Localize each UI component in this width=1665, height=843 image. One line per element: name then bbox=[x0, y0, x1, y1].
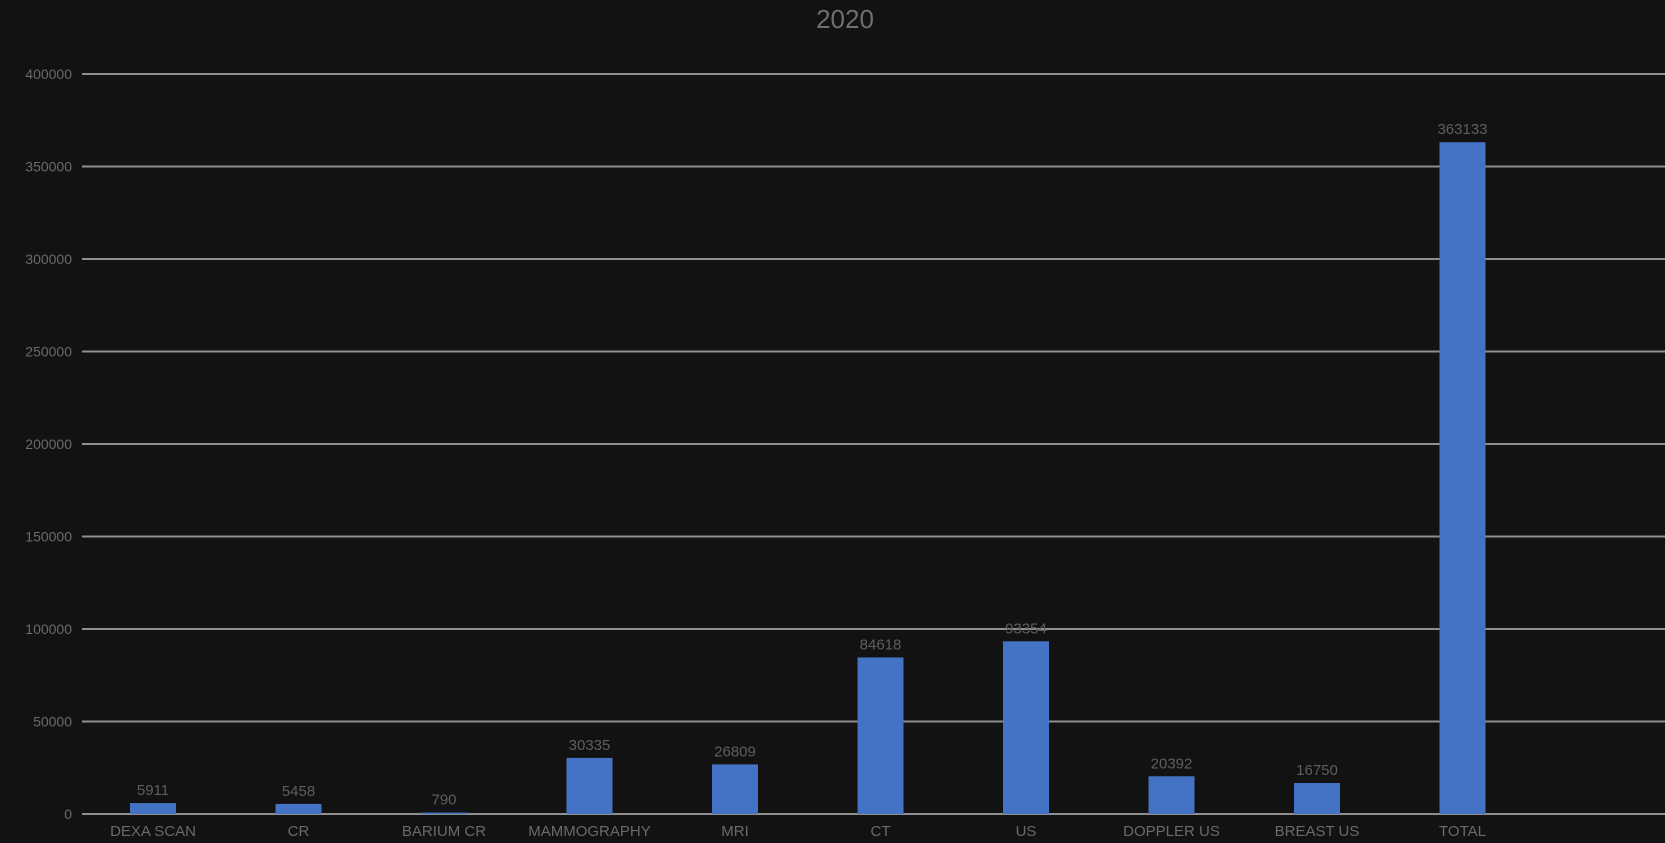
data-label: 16750 bbox=[1296, 762, 1338, 779]
x-category-label: MAMMOGRAPHY bbox=[528, 823, 651, 840]
data-label: 790 bbox=[431, 792, 456, 809]
data-label: 5458 bbox=[282, 783, 315, 800]
y-axis-ticks: 0 50000 100000 150000 200000 250000 300000 3500… bbox=[25, 66, 72, 822]
y-tick-label: 200000 bbox=[25, 436, 72, 452]
bar bbox=[1148, 776, 1195, 814]
data-label: 363133 bbox=[1437, 121, 1487, 138]
x-category-label: MRI bbox=[721, 823, 749, 840]
data-label: 20392 bbox=[1151, 755, 1193, 772]
x-axis-categories: DEXA SCAN CR BARIUM CR MAMMOGRAPHY MRI CT US DO… bbox=[110, 823, 1486, 840]
y-tick-label: 150000 bbox=[25, 529, 72, 545]
y-tick-label: 0 bbox=[64, 806, 72, 822]
data-label: 26809 bbox=[714, 743, 756, 760]
x-category-label: DOPPLER US bbox=[1123, 823, 1220, 840]
bar bbox=[130, 803, 176, 814]
y-tick-label: 350000 bbox=[25, 159, 72, 175]
bar bbox=[1439, 142, 1486, 814]
y-tick-label: 400000 bbox=[25, 66, 72, 82]
x-category-label: CT bbox=[871, 823, 891, 840]
y-tick-label: 300000 bbox=[25, 251, 72, 267]
y-tick-label: 250000 bbox=[25, 344, 72, 360]
bar bbox=[712, 764, 758, 814]
x-category-label: CR bbox=[288, 823, 310, 840]
data-label: 30335 bbox=[569, 737, 611, 754]
bar bbox=[421, 812, 467, 814]
data-label: 84618 bbox=[860, 636, 902, 653]
bar bbox=[1294, 783, 1340, 814]
bar bbox=[566, 757, 613, 814]
bar bbox=[857, 657, 904, 814]
data-label: 93354 bbox=[1005, 620, 1047, 637]
chart-title: 2020 bbox=[816, 4, 874, 34]
bars bbox=[130, 142, 1486, 814]
x-category-label: DEXA SCAN bbox=[110, 823, 196, 840]
bar bbox=[275, 803, 322, 814]
x-category-label: TOTAL bbox=[1439, 823, 1486, 840]
x-category-label: BREAST US bbox=[1275, 823, 1360, 840]
bar bbox=[1003, 641, 1049, 814]
x-category-label: BARIUM CR bbox=[402, 823, 486, 840]
data-label: 5911 bbox=[137, 782, 169, 799]
gridlines bbox=[82, 73, 1665, 815]
data-labels: 5911 5458 790 30335 26809 84618 93354 20392 1675… bbox=[137, 121, 1488, 808]
y-tick-label: 100000 bbox=[25, 621, 72, 637]
y-tick-label: 50000 bbox=[33, 714, 72, 730]
x-category-label: US bbox=[1016, 823, 1037, 840]
